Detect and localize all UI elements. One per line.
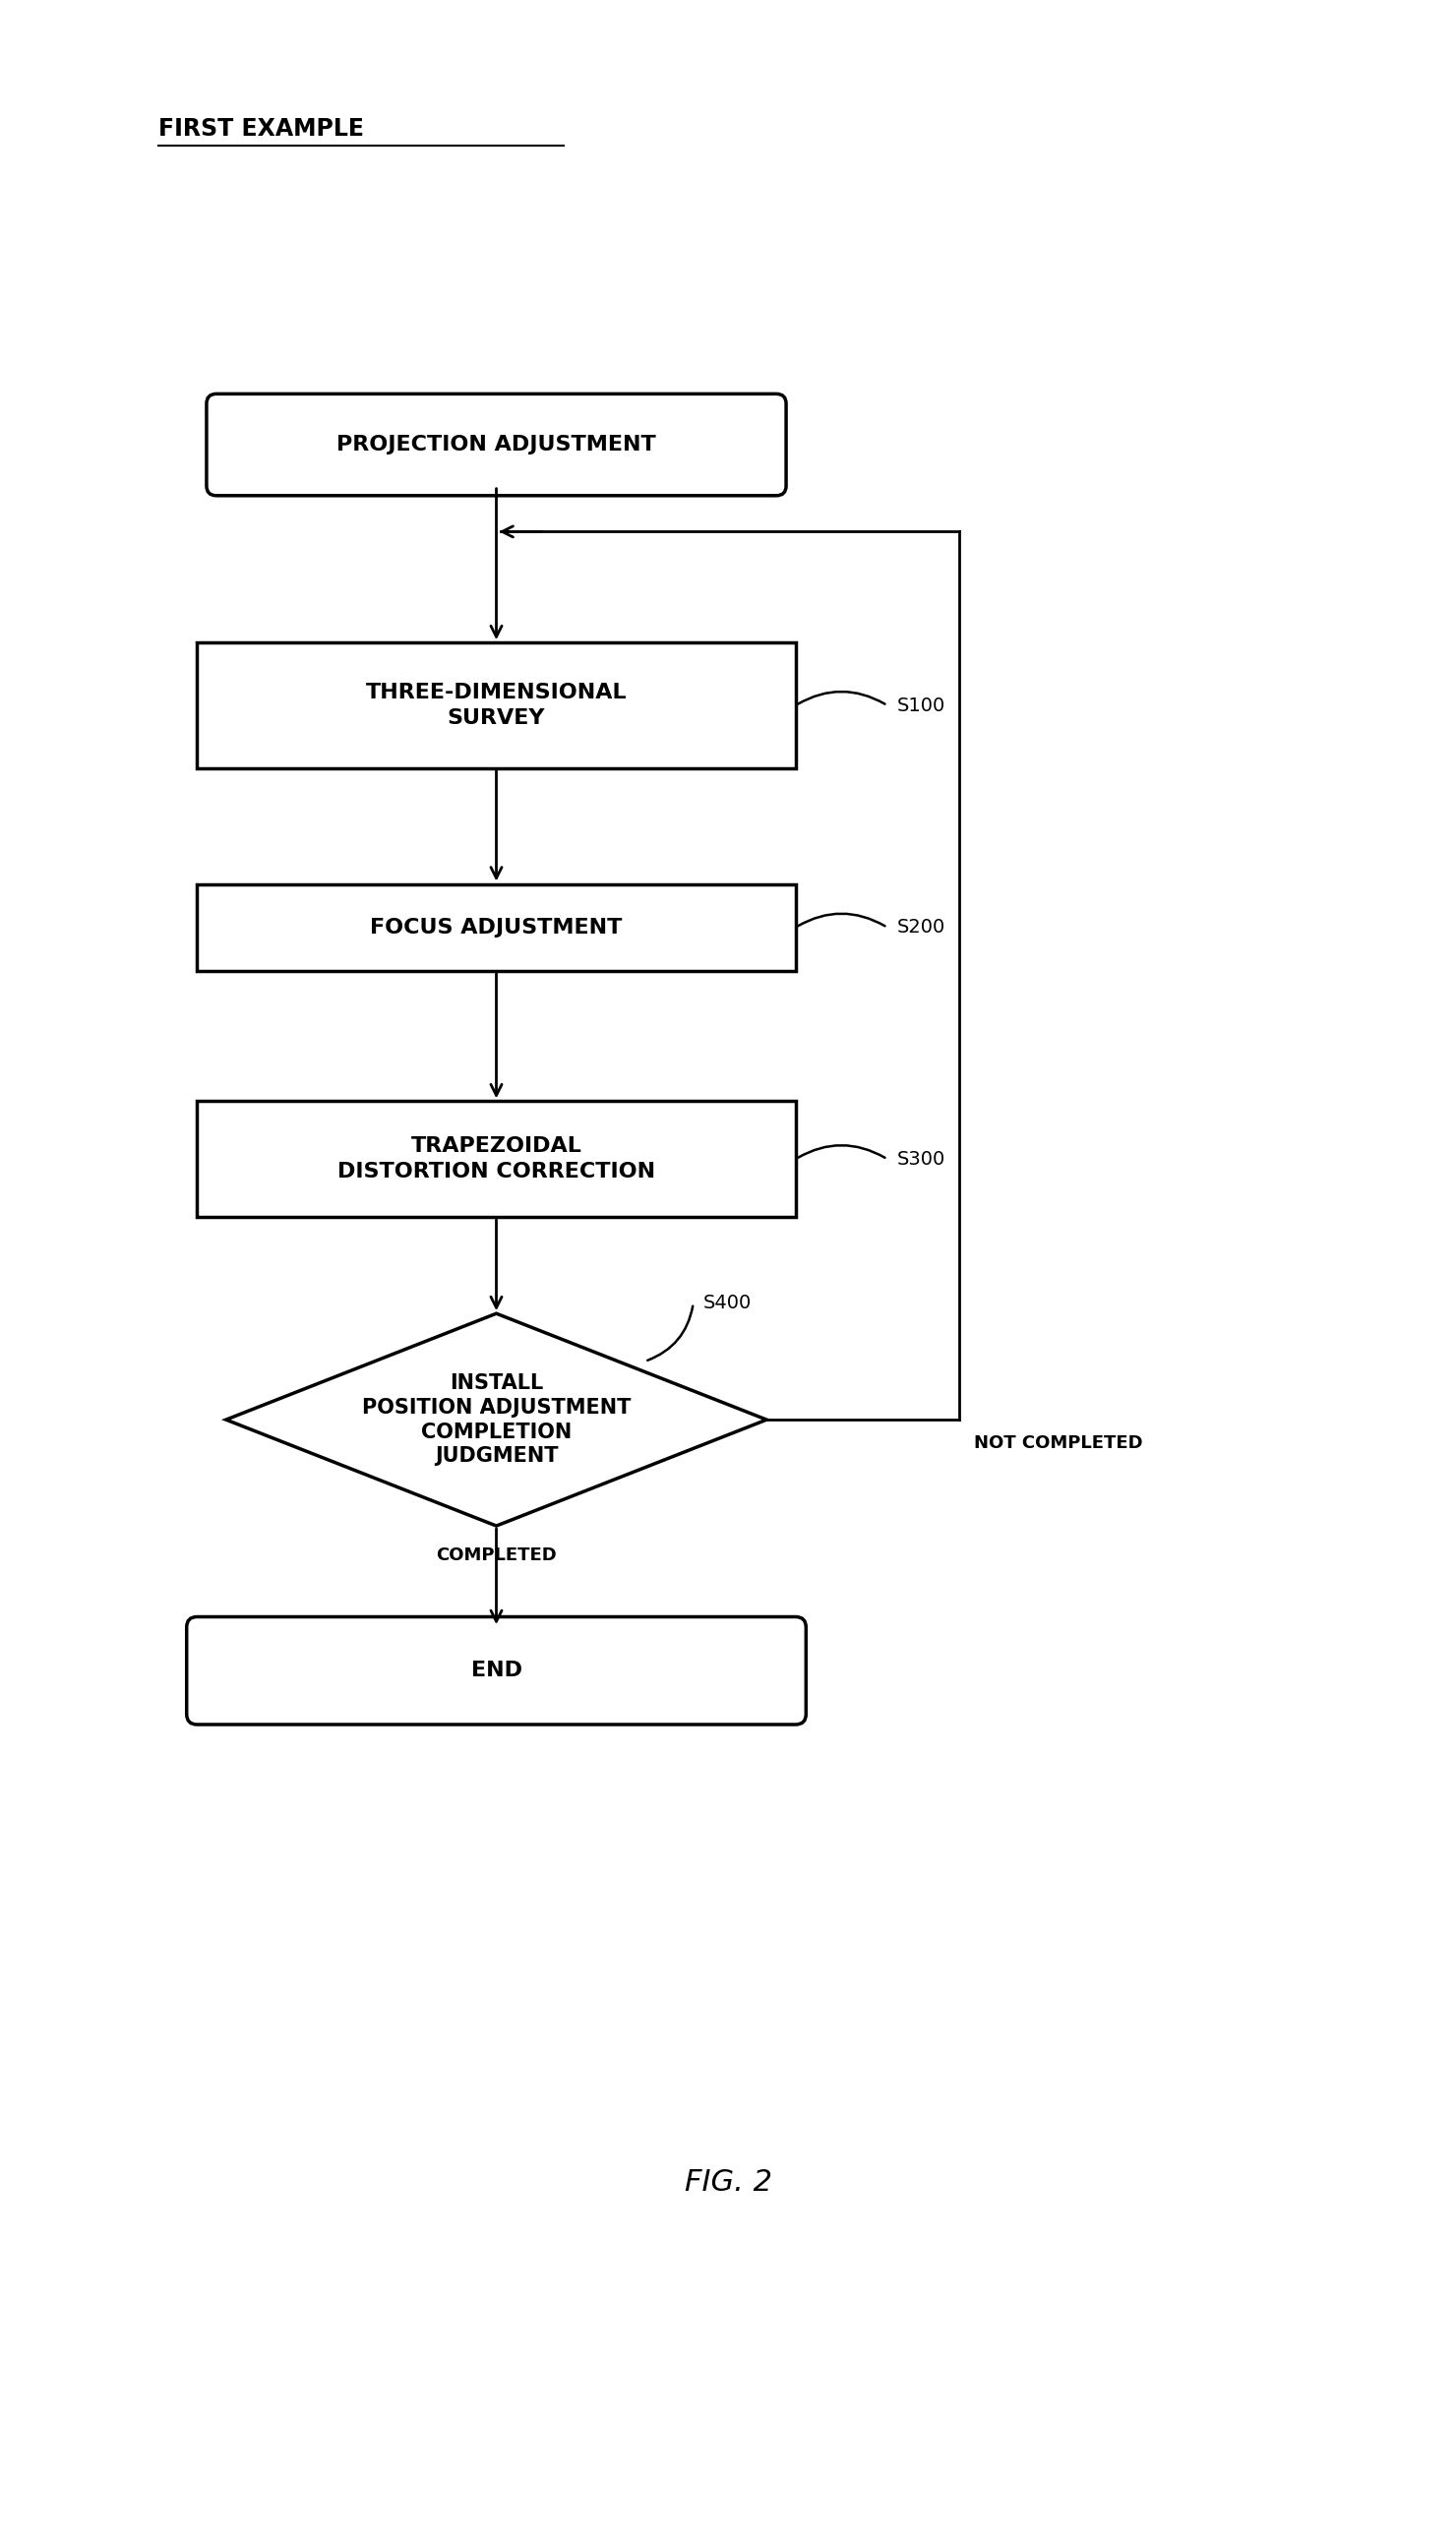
Bar (197, 883, 795, 972)
Text: S300: S300 (897, 1150, 945, 1168)
Text: COMPLETED: COMPLETED (435, 1547, 556, 1565)
FancyBboxPatch shape (186, 1618, 807, 1725)
Text: PROJECTION ADJUSTMENT: PROJECTION ADJUSTMENT (336, 435, 657, 455)
Text: FIRST EXAMPLE: FIRST EXAMPLE (159, 117, 364, 140)
Polygon shape (226, 1313, 767, 1526)
Bar (197, 644, 795, 768)
Text: INSTALL
POSITION ADJUSTMENT
COMPLETION
JUDGMENT: INSTALL POSITION ADJUSTMENT COMPLETION J… (363, 1374, 630, 1465)
Text: END: END (470, 1661, 521, 1682)
Text: S400: S400 (703, 1295, 751, 1313)
Text: THREE-DIMENSIONAL
SURVEY: THREE-DIMENSIONAL SURVEY (365, 682, 628, 728)
Text: FIG. 2: FIG. 2 (684, 2167, 772, 2195)
Text: S100: S100 (897, 697, 945, 715)
FancyBboxPatch shape (207, 394, 786, 496)
Text: S200: S200 (897, 918, 945, 936)
Text: FOCUS ADJUSTMENT: FOCUS ADJUSTMENT (370, 918, 622, 936)
Bar (197, 1102, 795, 1216)
Text: NOT COMPLETED: NOT COMPLETED (974, 1435, 1143, 1453)
Text: TRAPEZOIDAL
DISTORTION CORRECTION: TRAPEZOIDAL DISTORTION CORRECTION (338, 1137, 655, 1183)
